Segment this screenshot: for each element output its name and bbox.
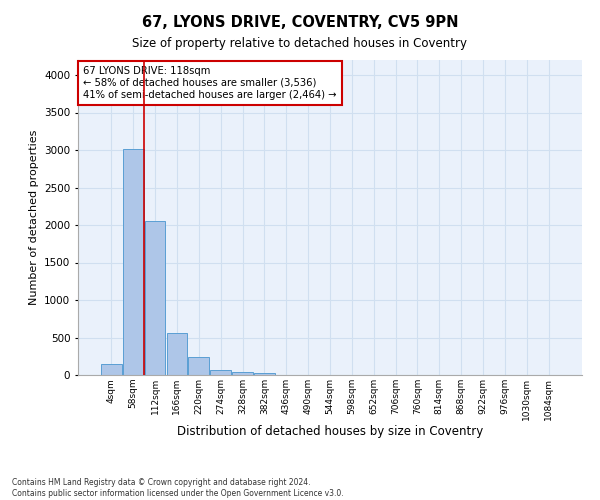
Text: 67 LYONS DRIVE: 118sqm
← 58% of detached houses are smaller (3,536)
41% of semi-: 67 LYONS DRIVE: 118sqm ← 58% of detached…	[83, 66, 337, 100]
Y-axis label: Number of detached properties: Number of detached properties	[29, 130, 38, 305]
Bar	[232, 372, 253, 375]
Bar	[101, 364, 122, 375]
Text: Size of property relative to detached houses in Coventry: Size of property relative to detached ho…	[133, 38, 467, 51]
Text: 67, LYONS DRIVE, COVENTRY, CV5 9PN: 67, LYONS DRIVE, COVENTRY, CV5 9PN	[142, 15, 458, 30]
Bar	[188, 357, 209, 375]
Text: Contains HM Land Registry data © Crown copyright and database right 2024.
Contai: Contains HM Land Registry data © Crown c…	[12, 478, 344, 498]
Bar	[254, 373, 275, 375]
Bar	[167, 334, 187, 375]
Bar	[145, 220, 166, 375]
Bar	[210, 370, 231, 375]
X-axis label: Distribution of detached houses by size in Coventry: Distribution of detached houses by size …	[177, 426, 483, 438]
Bar	[123, 148, 143, 375]
